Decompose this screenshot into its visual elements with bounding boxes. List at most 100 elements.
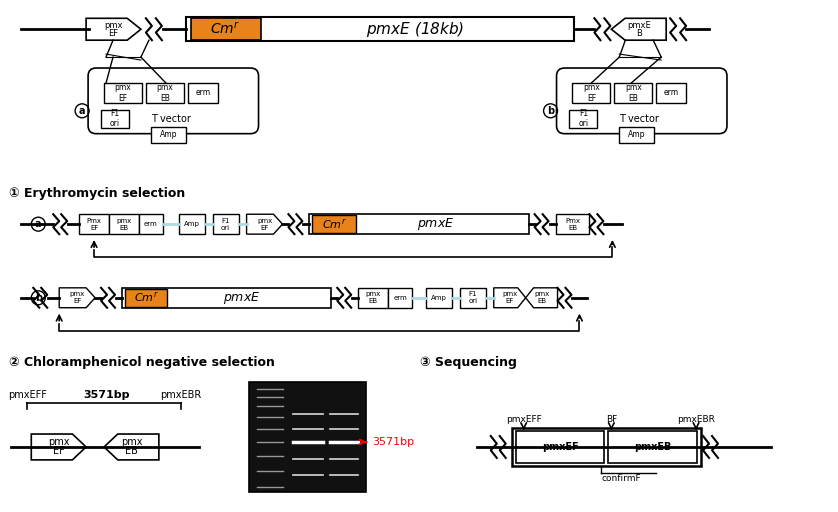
- Text: ③ Sequencing: ③ Sequencing: [420, 356, 517, 369]
- FancyBboxPatch shape: [109, 214, 139, 234]
- Text: pmx: pmx: [70, 291, 85, 297]
- Text: F1
ori: F1 ori: [221, 218, 230, 231]
- Polygon shape: [494, 288, 525, 308]
- Polygon shape: [59, 288, 95, 308]
- Polygon shape: [525, 288, 557, 308]
- Text: Pmx
EB: Pmx EB: [565, 218, 580, 231]
- Text: F1
ori: F1 ori: [110, 109, 120, 129]
- FancyBboxPatch shape: [139, 214, 163, 234]
- Text: pmx
EB: pmx EB: [116, 218, 132, 231]
- FancyBboxPatch shape: [608, 431, 697, 463]
- Polygon shape: [31, 434, 86, 460]
- FancyBboxPatch shape: [656, 83, 686, 103]
- Text: pmx: pmx: [534, 291, 549, 297]
- FancyBboxPatch shape: [151, 126, 186, 143]
- Text: ① Erythromycin selection: ① Erythromycin selection: [9, 187, 185, 200]
- FancyBboxPatch shape: [122, 288, 331, 308]
- Text: pmx: pmx: [48, 437, 70, 447]
- Text: EF: EF: [505, 298, 514, 304]
- Text: pmx
EB: pmx EB: [365, 291, 380, 304]
- Text: T vector: T vector: [619, 114, 660, 124]
- FancyBboxPatch shape: [101, 110, 129, 127]
- Text: 3571bp: 3571bp: [360, 437, 414, 447]
- Polygon shape: [612, 18, 666, 40]
- Text: $pmxE$: $pmxE$: [223, 290, 261, 306]
- Text: Pmx
EF: Pmx EF: [86, 218, 101, 231]
- Text: ② Chloramphenicol negative selection: ② Chloramphenicol negative selection: [9, 356, 275, 369]
- FancyBboxPatch shape: [388, 288, 412, 308]
- Text: $pmxE$: $pmxE$: [417, 216, 455, 232]
- Text: pmx
EB: pmx EB: [157, 83, 173, 102]
- Polygon shape: [246, 214, 282, 234]
- Text: pmxEBR: pmxEBR: [677, 415, 715, 423]
- FancyBboxPatch shape: [104, 83, 142, 103]
- Text: erm: erm: [144, 221, 158, 227]
- Text: b: b: [34, 293, 42, 303]
- Text: pmxEFF: pmxEFF: [506, 415, 541, 423]
- FancyBboxPatch shape: [619, 126, 654, 143]
- Text: T vector: T vector: [151, 114, 191, 124]
- FancyBboxPatch shape: [556, 68, 727, 134]
- FancyBboxPatch shape: [125, 289, 167, 307]
- FancyBboxPatch shape: [556, 214, 589, 234]
- FancyBboxPatch shape: [512, 428, 701, 466]
- Text: pmxEFF: pmxEFF: [8, 390, 47, 400]
- Text: pmx
EF: pmx EF: [115, 83, 132, 102]
- Text: $pmxE$ (18kb): $pmxE$ (18kb): [366, 20, 464, 39]
- Text: a: a: [35, 219, 42, 229]
- FancyBboxPatch shape: [88, 68, 259, 134]
- Text: pmx
EB: pmx EB: [625, 83, 642, 102]
- Text: erm: erm: [393, 295, 407, 301]
- FancyBboxPatch shape: [79, 214, 109, 234]
- FancyBboxPatch shape: [186, 17, 575, 41]
- Text: confirmF: confirmF: [602, 474, 641, 483]
- Text: erm: erm: [195, 89, 210, 97]
- Text: pmxE: pmxE: [627, 21, 650, 30]
- Text: EF: EF: [53, 446, 65, 457]
- FancyBboxPatch shape: [426, 288, 452, 308]
- FancyBboxPatch shape: [309, 214, 529, 234]
- Text: Amp: Amp: [431, 295, 447, 301]
- FancyBboxPatch shape: [572, 83, 610, 103]
- FancyBboxPatch shape: [178, 214, 204, 234]
- Text: $Cm^r$: $Cm^r$: [210, 22, 241, 37]
- Text: 3571bp: 3571bp: [84, 390, 130, 400]
- Text: EF: EF: [261, 225, 269, 230]
- FancyBboxPatch shape: [191, 18, 261, 40]
- Text: pmx: pmx: [121, 437, 142, 447]
- Text: EF: EF: [73, 298, 81, 304]
- Polygon shape: [104, 434, 159, 460]
- FancyBboxPatch shape: [313, 215, 356, 233]
- Text: $Cm^r$: $Cm^r$: [133, 291, 158, 305]
- Text: F1
ori: F1 ori: [578, 109, 588, 129]
- Text: EB: EB: [125, 446, 138, 457]
- Text: BF: BF: [606, 415, 617, 423]
- Text: $Cm^r$: $Cm^r$: [322, 218, 347, 231]
- Text: pmx: pmx: [257, 218, 272, 224]
- FancyBboxPatch shape: [249, 382, 366, 492]
- Polygon shape: [86, 18, 141, 40]
- Text: EF: EF: [108, 29, 119, 37]
- Text: pmx: pmx: [502, 291, 517, 297]
- Text: Amp: Amp: [628, 130, 645, 139]
- FancyBboxPatch shape: [213, 214, 239, 234]
- FancyBboxPatch shape: [614, 83, 652, 103]
- Text: pmx: pmx: [104, 21, 122, 30]
- Text: Amp: Amp: [159, 130, 177, 139]
- FancyBboxPatch shape: [146, 83, 184, 103]
- Text: erm: erm: [664, 89, 679, 97]
- Text: pmxEBR: pmxEBR: [160, 390, 201, 400]
- FancyBboxPatch shape: [188, 83, 218, 103]
- Text: pmx
EF: pmx EF: [583, 83, 600, 102]
- Text: EB: EB: [537, 298, 546, 304]
- Text: F1
ori: F1 ori: [468, 291, 478, 304]
- FancyBboxPatch shape: [358, 288, 388, 308]
- FancyBboxPatch shape: [570, 110, 597, 127]
- Text: B: B: [636, 29, 642, 37]
- Text: Amp: Amp: [184, 221, 199, 227]
- Text: pmxEF: pmxEF: [541, 442, 578, 452]
- Text: pmxEB: pmxEB: [634, 442, 671, 452]
- FancyBboxPatch shape: [460, 288, 486, 308]
- FancyBboxPatch shape: [515, 431, 604, 463]
- Text: b: b: [547, 106, 554, 116]
